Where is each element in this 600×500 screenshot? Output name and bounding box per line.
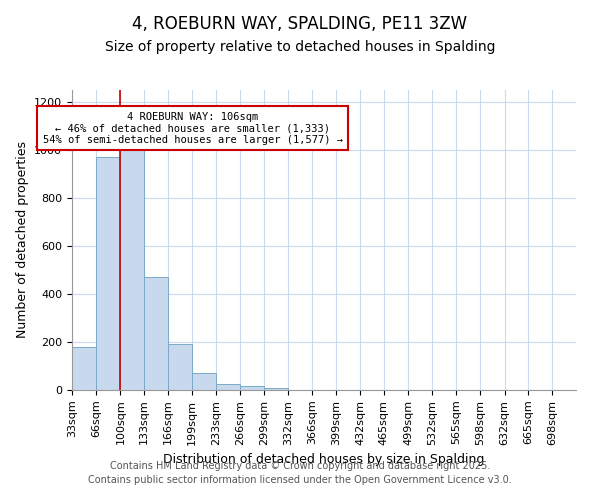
Bar (240, 386, 264, 390)
Text: Contains HM Land Registry data © Crown copyright and database right 2025.
Contai: Contains HM Land Registry data © Crown c… (88, 461, 512, 485)
Text: 4 ROEBURN WAY: 106sqm
← 46% of detached houses are smaller (1,333)
54% of semi-d: 4 ROEBURN WAY: 106sqm ← 46% of detached … (43, 112, 343, 145)
Bar (264, 388, 288, 390)
Text: Size of property relative to detached houses in Spalding: Size of property relative to detached ho… (105, 40, 495, 54)
Bar (96, 157, 119, 390)
Bar (72, 347, 96, 390)
Bar (144, 277, 168, 390)
Text: 4, ROEBURN WAY, SPALDING, PE11 3ZW: 4, ROEBURN WAY, SPALDING, PE11 3ZW (133, 15, 467, 33)
Bar (217, 384, 240, 390)
Y-axis label: Number of detached properties: Number of detached properties (16, 142, 29, 338)
Bar (192, 373, 215, 390)
X-axis label: Distribution of detached houses by size in Spalding: Distribution of detached houses by size … (163, 453, 485, 466)
Bar (121, 148, 144, 390)
Bar (168, 344, 192, 390)
